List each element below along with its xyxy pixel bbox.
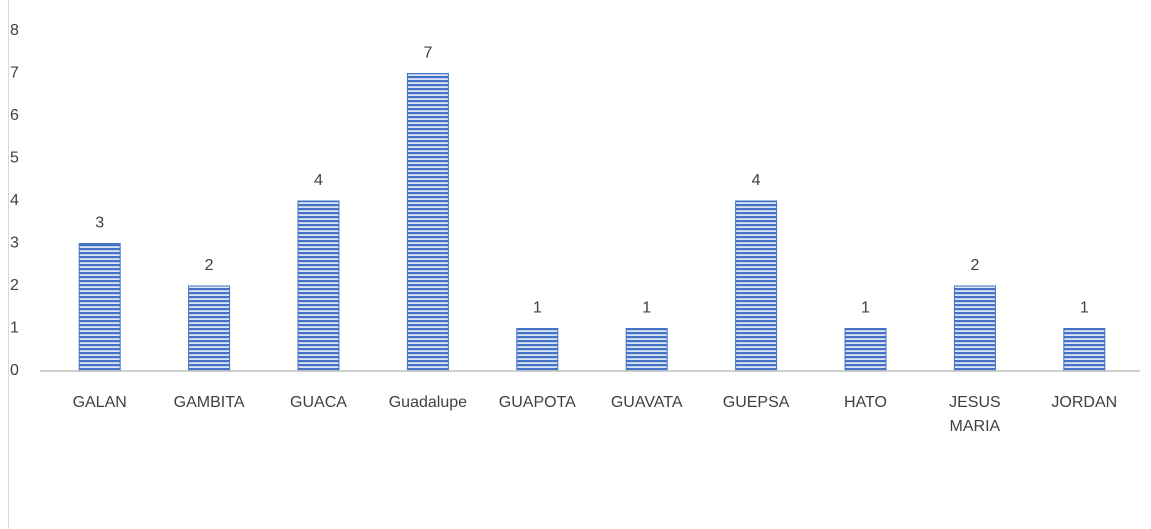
- x-tick-label: GALAN: [72, 394, 127, 411]
- data-label: 1: [533, 300, 542, 317]
- data-label: 2: [205, 257, 214, 274]
- x-tick-label: HATO: [844, 394, 887, 411]
- data-label: 1: [642, 300, 651, 317]
- y-tick-label: 4: [10, 192, 19, 209]
- data-label: 4: [314, 172, 323, 189]
- data-label: 7: [423, 45, 432, 62]
- x-tick-label: Guadalupe: [388, 394, 468, 411]
- bar: [1063, 328, 1106, 372]
- x-tick-label: JORDAN: [1051, 394, 1118, 411]
- y-tick-label: 8: [10, 22, 19, 39]
- data-label: 4: [752, 172, 761, 189]
- y-tick-label: 3: [10, 235, 19, 252]
- x-tick-label: GUAVATA: [610, 394, 683, 411]
- data-label: 1: [1080, 300, 1089, 317]
- bar: [297, 200, 340, 372]
- x-tick-label: GUACA: [290, 394, 347, 411]
- bar: [78, 243, 121, 372]
- y-tick-label: 2: [10, 277, 19, 294]
- bar: [735, 200, 778, 372]
- data-label: 1: [861, 300, 870, 317]
- chart-border: [8, 0, 9, 529]
- data-label: 2: [970, 257, 979, 274]
- bar: [516, 328, 559, 372]
- bar: [406, 73, 449, 372]
- x-tick-label: GUEPSA: [722, 394, 790, 411]
- y-tick-label: 1: [10, 320, 19, 337]
- x-tick-label: GAMBITA: [173, 394, 245, 411]
- bar: [844, 328, 887, 372]
- data-label: 3: [95, 215, 104, 232]
- bar: [953, 285, 996, 372]
- y-tick-label: 6: [10, 107, 19, 124]
- y-tick-label: 5: [10, 150, 19, 167]
- x-tick-label: GUAPOTA: [498, 394, 576, 411]
- bar: [625, 328, 668, 372]
- bar: [188, 285, 231, 372]
- x-tick-label: JESUS MARIA: [949, 394, 1001, 435]
- y-tick-label: 7: [10, 65, 19, 82]
- y-tick-label: 0: [10, 362, 19, 379]
